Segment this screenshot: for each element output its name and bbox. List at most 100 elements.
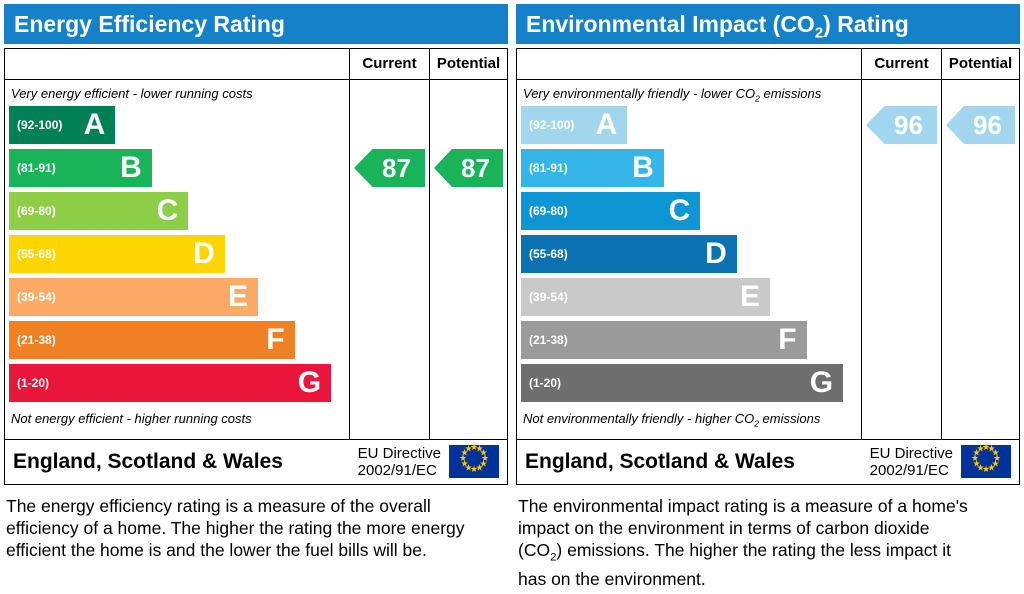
- band-range: (21-38): [17, 333, 56, 347]
- band-row-d: (55-68) D: [521, 235, 853, 273]
- rating-band-f: (21-38) F: [9, 321, 295, 359]
- band-letter: C: [668, 194, 691, 227]
- band-range: (92-100): [17, 118, 63, 132]
- rating-band-e: (39-54) E: [521, 278, 770, 316]
- band-range: (55-68): [529, 247, 568, 261]
- band-row-f: (21-38) F: [9, 321, 341, 359]
- co2-chart-box: Current Potential Very environmentally f…: [516, 48, 1020, 485]
- band-row-b: (81-91) B: [9, 149, 341, 187]
- energy-chart-footer: England, Scotland & Wales EU Directive 2…: [5, 438, 507, 484]
- region-label: England, Scotland & Wales: [525, 449, 795, 473]
- bottom-caption-text: Not environmentally friendly - higher CO: [523, 411, 755, 426]
- bottom-caption: Not environmentally friendly - higher CO…: [521, 407, 853, 435]
- top-caption-subscript: 2: [755, 93, 760, 104]
- band-range: (81-91): [17, 161, 56, 175]
- current-column-header: Current: [861, 49, 941, 80]
- right-potential-cell: 96: [941, 80, 1019, 439]
- top-caption-text: Very energy efficient - lower running co…: [11, 86, 253, 101]
- co2-chart-grid: Current Potential Very environmentally f…: [517, 49, 1019, 439]
- eu-directive-label: EU Directive 2002/91/EC: [358, 445, 441, 479]
- band-letter: E: [739, 280, 760, 313]
- left-potential-value-arrow: 87: [434, 149, 503, 187]
- right-current-cell: 96: [861, 80, 941, 439]
- left-bands-area: Very energy efficient - lower running co…: [5, 80, 349, 439]
- rating-band-e: (39-54) E: [9, 278, 258, 316]
- band-letter: G: [809, 366, 834, 399]
- rating-band-g: (1-20) G: [9, 364, 332, 402]
- panel-title-subscript: 2: [814, 24, 824, 42]
- right-potential-value-arrow: 96: [946, 106, 1015, 144]
- co2-description-text: The environmental impact rating is a mea…: [518, 495, 968, 560]
- band-row-a: (92-100) A: [521, 106, 853, 144]
- right-current-value-arrow: 96: [866, 106, 937, 144]
- rating-band-g: (1-20) G: [521, 364, 844, 402]
- band-letter: F: [778, 323, 797, 356]
- band-letter: B: [632, 151, 654, 184]
- eu-directive-line1: EU Directive: [357, 444, 441, 462]
- energy-description-text: The energy efficiency rating is a measur…: [6, 495, 465, 560]
- band-row-f: (21-38) F: [521, 321, 853, 359]
- band-range: (69-80): [17, 204, 56, 218]
- environmental-impact-panel: Environmental Impact (CO2) Rating Curren…: [516, 4, 1020, 590]
- rating-band-d: (55-68) D: [9, 235, 225, 273]
- band-row-e: (39-54) E: [9, 278, 341, 316]
- rating-band-d: (55-68) D: [521, 235, 737, 273]
- top-caption: Very environmentally friendly - lower CO…: [521, 84, 853, 106]
- band-range: (1-20): [529, 376, 562, 390]
- rating-band-c: (69-80) C: [521, 192, 701, 230]
- band-row-g: (1-20) G: [9, 364, 341, 402]
- band-letter: A: [83, 108, 106, 141]
- band-range: (21-38): [529, 333, 568, 347]
- energy-chart-grid: Current Potential Very energy efficient …: [5, 49, 507, 439]
- band-range: (81-91): [529, 161, 568, 175]
- eu-directive-line1: EU Directive: [869, 444, 953, 462]
- band-letter: G: [297, 366, 322, 399]
- band-range: (1-20): [17, 376, 50, 390]
- left-panel-header: Energy Efficiency Rating: [4, 4, 508, 44]
- band-letter: D: [193, 237, 215, 270]
- current-column-header: Current: [349, 49, 429, 80]
- bottom-caption-text: Not energy efficient - higher running co…: [11, 411, 252, 426]
- band-letter: E: [227, 280, 248, 313]
- column-header-spacer: [5, 49, 349, 80]
- eu-directive-line2: 2002/91/EC: [869, 461, 949, 479]
- rating-band-a: (92-100) A: [9, 106, 116, 144]
- band-letter: D: [705, 237, 727, 270]
- band-range: (69-80): [529, 204, 568, 218]
- band-letter: B: [120, 151, 142, 184]
- band-row-e: (39-54) E: [521, 278, 853, 316]
- band-row-c: (69-80) C: [9, 192, 341, 230]
- rating-band-c: (69-80) C: [9, 192, 189, 230]
- band-range: (92-100): [529, 118, 575, 132]
- eu-directive-line2: 2002/91/EC: [357, 461, 437, 479]
- co2-chart-footer: England, Scotland & Wales EU Directive 2…: [517, 438, 1019, 484]
- band-row-a: (92-100) A: [9, 106, 341, 144]
- co2-description-suffix: ) emissions. The higher the rating the l…: [518, 539, 951, 590]
- left-band-rows: (92-100) A (81-91) B (69-80) C (55-68) D (39-54)…: [9, 106, 341, 402]
- right-panel-header: Environmental Impact (CO2) Rating: [516, 4, 1020, 44]
- band-row-g: (1-20) G: [521, 364, 853, 402]
- rating-band-f: (21-38) F: [521, 321, 807, 359]
- right-eu-flag: ★ ★ ★ ★ ★ ★ ★ ★ ★ ★ ★ ★: [961, 442, 1011, 479]
- energy-chart-box: Current Potential Very energy efficient …: [4, 48, 508, 485]
- potential-column-header: Potential: [429, 49, 507, 80]
- bottom-caption-suffix: emissions: [758, 411, 821, 426]
- panel-title: Environmental Impact (CO: [526, 11, 815, 37]
- rating-band-b: (81-91) B: [521, 149, 664, 187]
- panel-title-suffix: ) Rating: [823, 11, 909, 37]
- panel-title: Energy Efficiency Rating: [14, 11, 285, 37]
- left-current-cell: 87: [349, 80, 429, 439]
- rating-band-a: (92-100) A: [521, 106, 628, 144]
- rating-band-b: (81-91) B: [9, 149, 152, 187]
- co2-description-subscript: 2: [550, 551, 557, 564]
- left-potential-cell: 87: [429, 80, 507, 439]
- energy-description: The energy efficiency rating is a measur…: [6, 495, 466, 569]
- top-caption-text: Very environmentally friendly - lower CO: [523, 86, 756, 101]
- eu-directive-label: EU Directive 2002/91/EC: [870, 445, 953, 479]
- top-caption: Very energy efficient - lower running co…: [9, 84, 341, 106]
- region-label: England, Scotland & Wales: [13, 449, 283, 473]
- bottom-caption: Not energy efficient - higher running co…: [9, 407, 341, 435]
- band-range: (39-54): [529, 290, 568, 304]
- column-header-spacer: [517, 49, 861, 80]
